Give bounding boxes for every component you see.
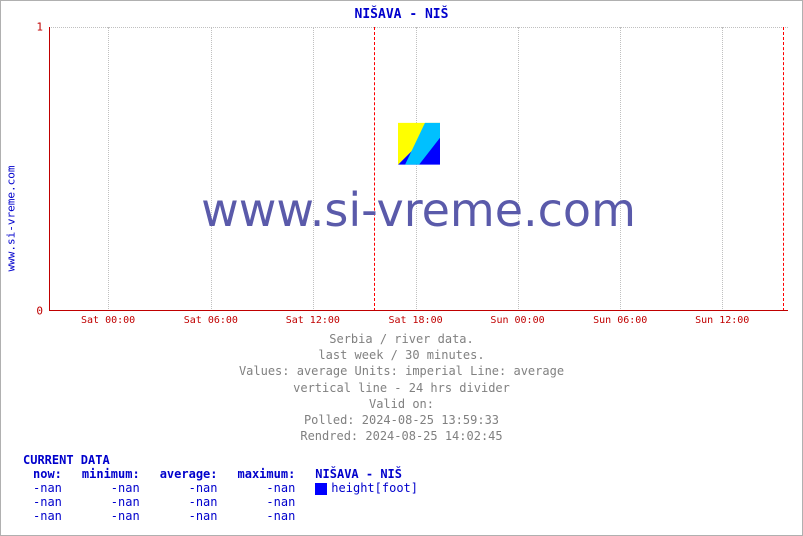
legend-header: NIŠAVA - NIŠ (305, 467, 428, 481)
info-line: Serbia / river data. (1, 331, 802, 347)
xtick-label: Sun 00:00 (490, 315, 544, 326)
info-line: vertical line - 24 hrs divider (1, 380, 802, 396)
legend-cell: height[foot] (305, 481, 428, 495)
info-line: Valid on: (1, 396, 802, 412)
plot-canvas: www.si-vreme.com (49, 27, 788, 311)
table-row: -nan -nan -nan -nan (23, 495, 428, 509)
info-line: last week / 30 minutes. (1, 347, 802, 363)
table-header-row: now: minimum: average: maximum: NIŠAVA -… (23, 467, 428, 481)
plot-area: 1 0 www.si-vreme.com Sat 00:00 Sat 06:00… (49, 27, 788, 311)
chart-title: NIŠAVA - NIŠ (1, 7, 802, 22)
legend-swatch (315, 483, 327, 495)
info-line: Values: average Units: imperial Line: av… (1, 363, 802, 379)
table-row: -nan -nan -nan -nan height[foot] (23, 481, 428, 495)
current-heading: CURRENT DATA (23, 453, 428, 467)
watermark-text: www.si-vreme.com (49, 183, 788, 237)
table-row: -nan -nan -nan -nan (23, 509, 428, 523)
legend-title: NIŠAVA - NIŠ (315, 467, 402, 481)
divider-end (783, 27, 784, 311)
xtick-label: Sat 00:00 (81, 315, 135, 326)
xtick-label: Sat 18:00 (388, 315, 442, 326)
col-avg: average: (150, 467, 228, 481)
current-data-block: CURRENT DATA now: minimum: average: maxi… (23, 453, 428, 523)
xtick-label: Sun 12:00 (695, 315, 749, 326)
xtick-label: Sat 06:00 (184, 315, 238, 326)
ytick-0: 0 (36, 305, 43, 318)
info-block: Serbia / river data. last week / 30 minu… (1, 331, 802, 444)
col-now: now: (23, 467, 72, 481)
info-line: Rendred: 2024-08-25 14:02:45 (1, 428, 802, 444)
current-table: now: minimum: average: maximum: NIŠAVA -… (23, 467, 428, 523)
col-min: minimum: (72, 467, 150, 481)
xtick-label: Sun 06:00 (593, 315, 647, 326)
xtick-label: Sat 12:00 (286, 315, 340, 326)
info-line: Polled: 2024-08-25 13:59:33 (1, 412, 802, 428)
side-watermark-text: www.si-vreme.com (5, 165, 18, 271)
col-max: maximum: (228, 467, 306, 481)
divider-24h (374, 27, 375, 311)
ytick-1: 1 (36, 21, 43, 34)
series-label: height[foot] (331, 481, 418, 495)
watermark-icon (398, 123, 440, 165)
